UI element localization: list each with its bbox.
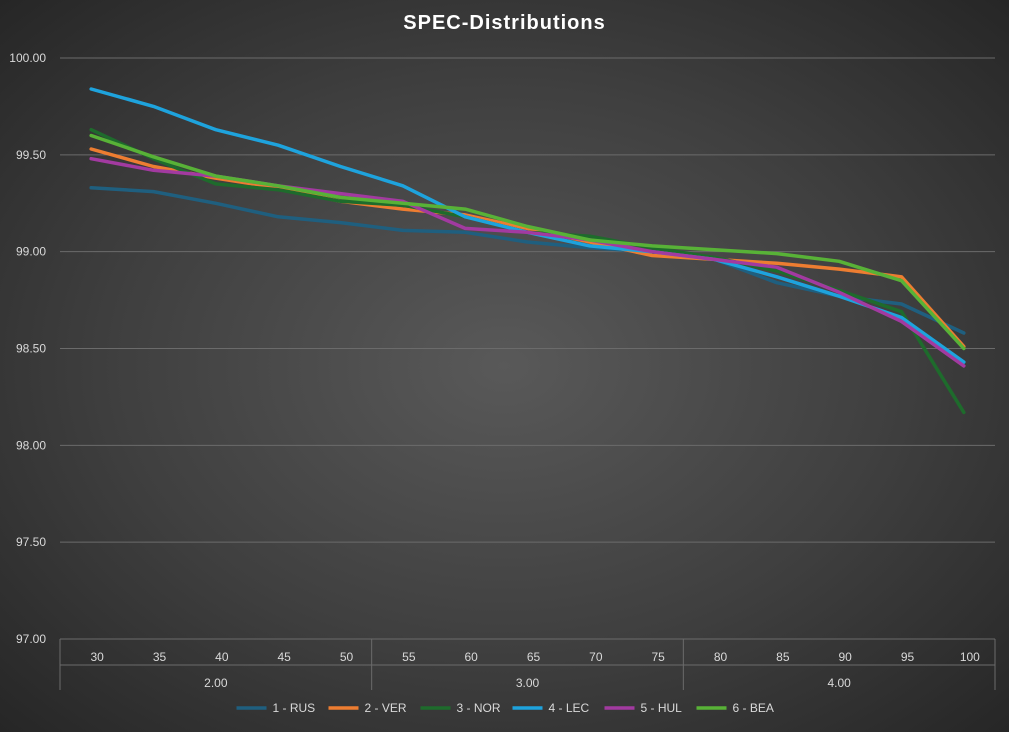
x-tick-label: 90 <box>838 650 852 664</box>
legend-label: 5 - HUL <box>641 701 683 715</box>
x-tick-label: 55 <box>402 650 416 664</box>
y-tick-label: 97.50 <box>16 535 46 549</box>
legend-label: 4 - LEC <box>549 701 590 715</box>
y-tick-label: 98.50 <box>16 342 46 356</box>
x-tick-label: 35 <box>153 650 167 664</box>
x-tick-label: 50 <box>340 650 354 664</box>
legend-label: 2 - VER <box>365 701 407 715</box>
x-group-label: 3.00 <box>516 676 540 690</box>
x-tick-label: 40 <box>215 650 229 664</box>
chart-title: SPEC-Distributions <box>403 12 606 34</box>
x-tick-label: 85 <box>776 650 790 664</box>
series-line-6-bea <box>89 133 966 351</box>
x-tick-label: 65 <box>527 650 541 664</box>
series-line-3-nor <box>89 127 966 415</box>
x-tick-label: 70 <box>589 650 603 664</box>
y-tick-label: 98.00 <box>16 438 46 452</box>
x-tick-label: 75 <box>651 650 665 664</box>
legend-label: 3 - NOR <box>457 701 501 715</box>
y-tick-label: 99.50 <box>16 148 46 162</box>
x-group-label: 2.00 <box>204 676 228 690</box>
legend-label: 1 - RUS <box>273 701 316 715</box>
x-tick-label: 30 <box>90 650 104 664</box>
series-line-5-hul <box>89 156 966 368</box>
y-tick-label: 99.00 <box>16 245 46 259</box>
x-group-label: 4.00 <box>827 676 851 690</box>
series-line-2-ver <box>89 147 966 349</box>
legend-label: 6 - BEA <box>733 701 774 715</box>
x-tick-label: 45 <box>277 650 291 664</box>
x-tick-label: 100 <box>960 650 980 664</box>
y-tick-label: 97.00 <box>16 632 46 646</box>
y-tick-label: 100.00 <box>9 51 46 65</box>
x-tick-label: 95 <box>901 650 915 664</box>
series-line-1-rus <box>89 186 966 335</box>
x-tick-label: 60 <box>464 650 478 664</box>
x-tick-label: 80 <box>714 650 728 664</box>
